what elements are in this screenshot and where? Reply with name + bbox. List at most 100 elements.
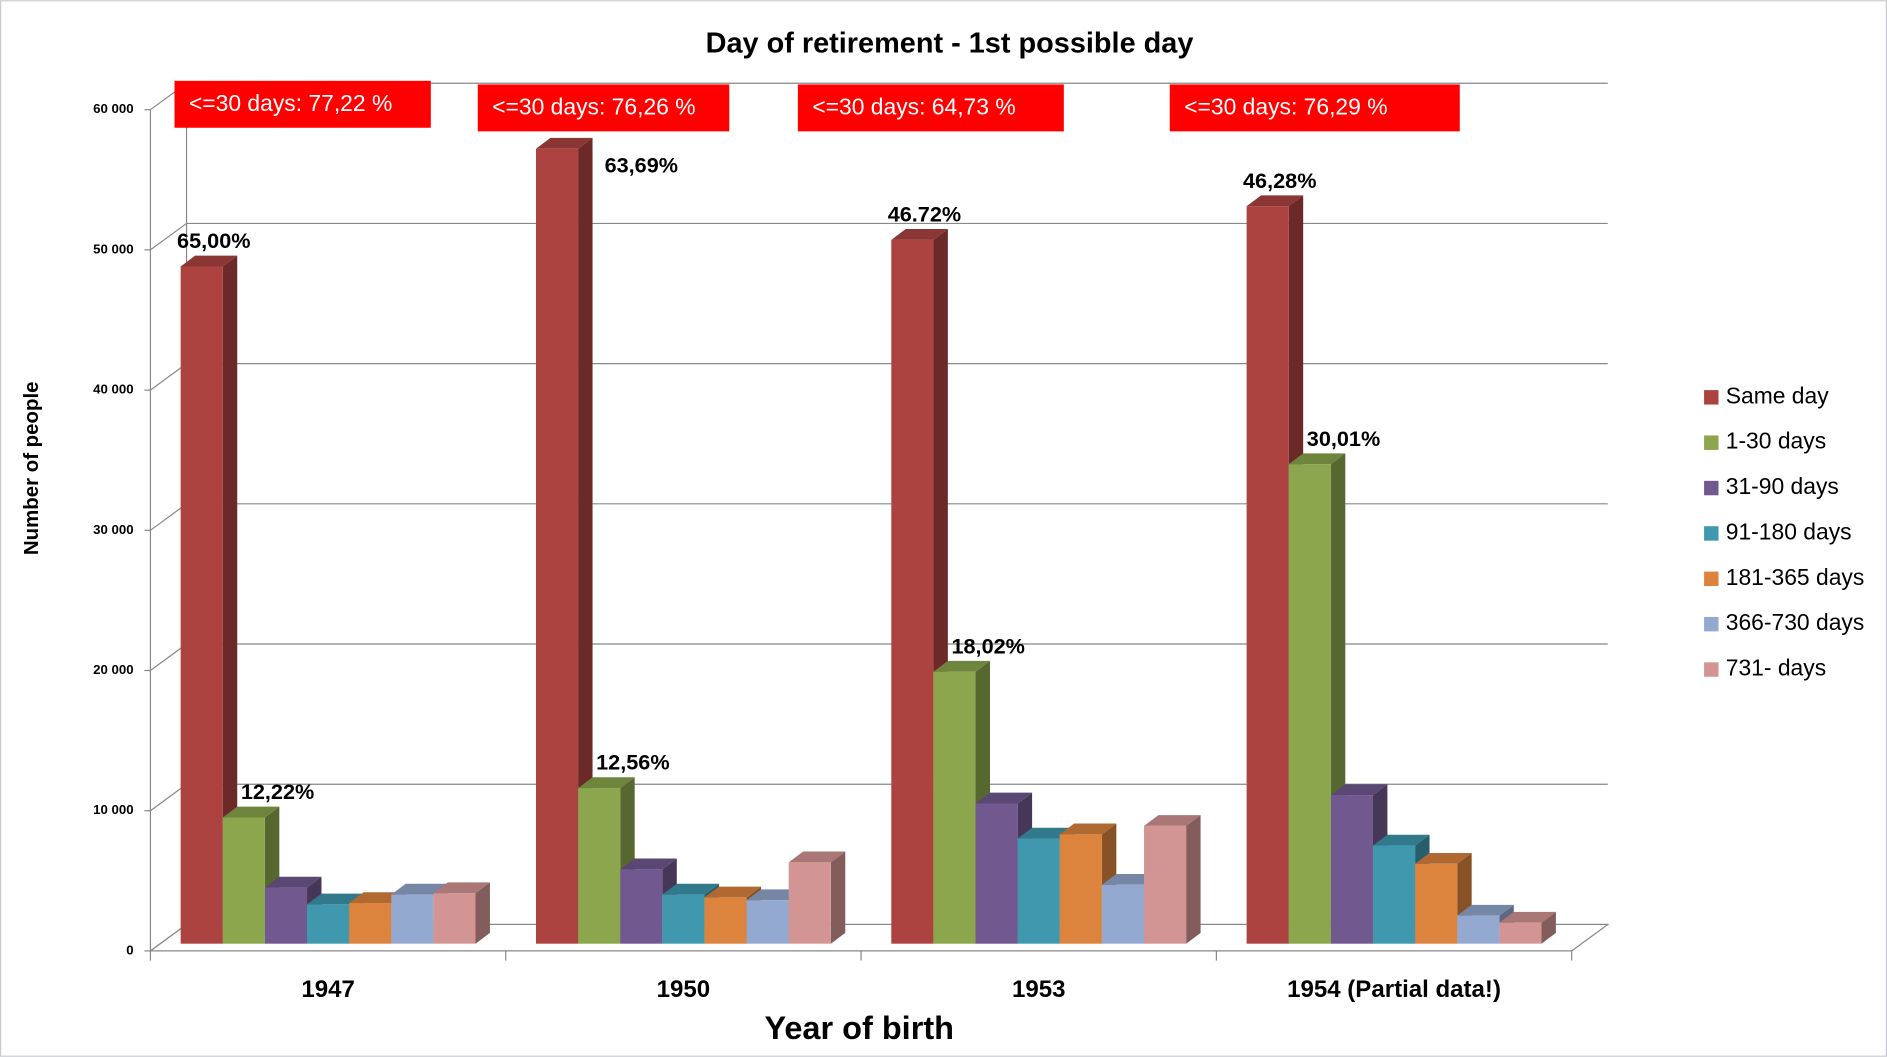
callout-text: <=30 days: 64,73 % — [812, 94, 1015, 120]
legend-swatch — [1704, 616, 1719, 632]
y-tick-label: 30 000 — [93, 522, 133, 537]
bar-top — [788, 851, 846, 863]
bar-top — [1246, 195, 1304, 207]
callout-box — [797, 84, 1064, 132]
x-tick-label: 1950 — [657, 976, 711, 1003]
y-tick-label: 20 000 — [93, 662, 133, 677]
data-label: 12,56% — [596, 750, 669, 775]
bar-top — [662, 883, 719, 895]
y-tick-label: 60 000 — [93, 101, 133, 116]
bar — [307, 904, 350, 944]
bar — [1144, 825, 1187, 944]
bar — [891, 239, 934, 944]
callout-text: <=30 days: 77,22 % — [189, 90, 392, 116]
bar-top — [1415, 852, 1472, 864]
bar-top — [1457, 904, 1514, 916]
bar — [933, 671, 976, 944]
legend-label: 91-180 days — [1726, 518, 1852, 544]
bar — [975, 803, 1018, 944]
data-label: 30,01% — [1307, 426, 1380, 451]
bar — [1330, 795, 1373, 944]
bar-top — [1288, 453, 1346, 465]
bar — [433, 893, 476, 944]
x-tick-label: 1953 — [1012, 976, 1066, 1003]
legend-swatch — [1704, 390, 1719, 405]
callout-text: <=30 days: 76,29 % — [1184, 94, 1387, 120]
bar — [788, 862, 831, 944]
legend-label: 1-30 days — [1726, 428, 1826, 454]
bar-top — [578, 777, 635, 789]
data-label: 65,00% — [177, 228, 250, 253]
bar — [578, 788, 621, 944]
bar-top — [433, 882, 490, 894]
legend-swatch — [1704, 480, 1719, 496]
bar — [1499, 922, 1542, 944]
legend-swatch — [1704, 571, 1719, 587]
bar — [662, 894, 705, 944]
y-tick-label: 40 000 — [93, 382, 133, 397]
y-tick-label: 0 — [126, 942, 133, 957]
bar — [391, 894, 434, 944]
data-label: 12,22% — [241, 779, 314, 804]
bar-side — [578, 137, 593, 944]
data-label: 63,69% — [605, 153, 678, 178]
bar — [620, 869, 663, 944]
legend-label: 366-730 days — [1726, 609, 1865, 635]
bar — [264, 887, 308, 944]
legend-swatch — [1704, 526, 1719, 541]
bar-side — [1541, 911, 1556, 944]
bar-top — [620, 858, 677, 870]
bar-top — [891, 229, 948, 240]
bar-top — [391, 883, 448, 895]
bar — [535, 148, 579, 944]
bar — [1372, 845, 1416, 944]
legend-label: 31-90 days — [1726, 473, 1839, 499]
bar-side — [222, 255, 238, 944]
y-axis-title: Number of people — [20, 381, 43, 555]
bar-top — [1144, 815, 1201, 826]
bar — [746, 900, 789, 944]
x-tick-label: 1954 (Partial data!) — [1287, 976, 1501, 1003]
data-label: 46,28% — [1243, 168, 1316, 193]
bar-top — [975, 792, 1033, 804]
data-label: 46.72% — [888, 202, 961, 227]
bar-top — [1499, 911, 1556, 923]
callout-text: <=30 days: 76,26 % — [492, 94, 695, 120]
callout-box — [477, 84, 730, 132]
bar — [1415, 863, 1458, 944]
legend-label: 731- days — [1726, 655, 1826, 681]
bar-top — [307, 893, 364, 905]
bar-top — [704, 886, 762, 898]
bar-side — [830, 851, 846, 944]
bar — [180, 266, 223, 944]
bar-top — [222, 806, 280, 818]
bar — [1246, 206, 1289, 944]
callout-box — [174, 80, 431, 128]
bar-top — [535, 137, 593, 149]
y-tick-label: 50 000 — [93, 241, 133, 256]
bar-top — [933, 660, 990, 672]
legend-label: 181-365 days — [1726, 564, 1865, 590]
bar — [1059, 834, 1102, 944]
bar-top — [1059, 823, 1117, 835]
bar — [222, 817, 265, 944]
bar — [1017, 838, 1060, 944]
bar — [1457, 915, 1500, 944]
legend-label: Same day — [1726, 382, 1829, 408]
x-tick-label: 1947 — [301, 976, 355, 1003]
bar — [1101, 884, 1145, 944]
bar-top — [264, 876, 322, 888]
bar — [349, 903, 392, 944]
chart-title: Day of retirement - 1st possible day — [706, 27, 1194, 59]
bar-top — [1330, 784, 1388, 796]
y-tick-label: 10 000 — [93, 802, 133, 817]
legend-swatch — [1704, 662, 1719, 677]
callout-box — [1169, 84, 1460, 132]
bar-side — [1186, 815, 1201, 944]
grid-line — [150, 222, 1608, 251]
legend-swatch — [1704, 435, 1719, 450]
bar-top — [180, 255, 238, 267]
bar — [704, 897, 747, 944]
bar — [1288, 464, 1331, 944]
